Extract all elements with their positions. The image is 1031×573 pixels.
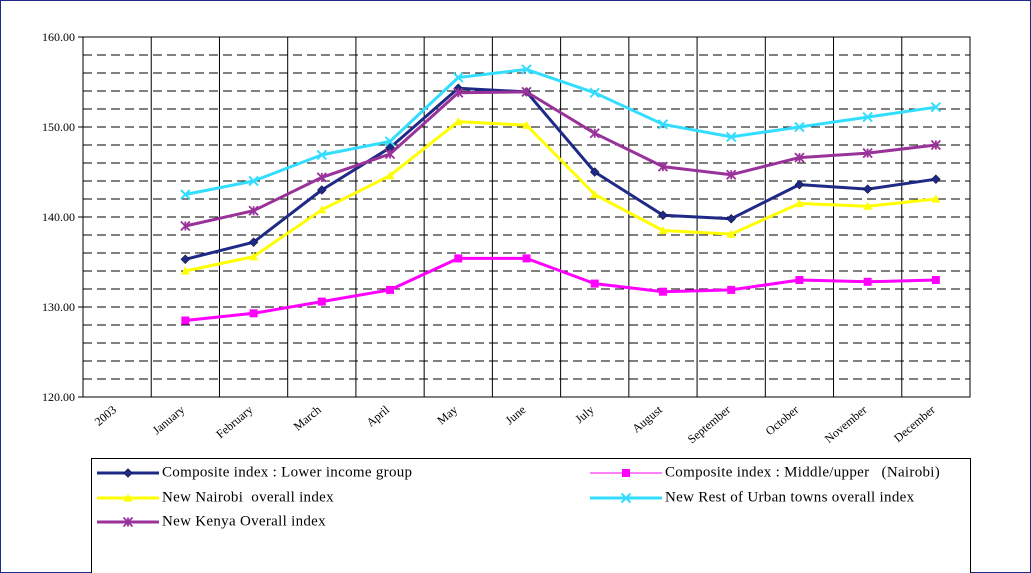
marker bbox=[726, 169, 737, 180]
legend-item: New Rest of Urban towns overall index bbox=[590, 489, 915, 505]
marker bbox=[589, 167, 600, 177]
marker bbox=[726, 229, 736, 238]
y-tick-label: 150.00 bbox=[42, 120, 75, 134]
marker bbox=[180, 220, 191, 232]
marker bbox=[317, 205, 327, 214]
marker bbox=[862, 147, 873, 159]
marker bbox=[522, 254, 531, 263]
marker bbox=[386, 285, 395, 294]
marker bbox=[794, 179, 805, 190]
marker bbox=[384, 136, 396, 147]
marker bbox=[794, 152, 805, 163]
marker bbox=[248, 237, 259, 248]
marker bbox=[622, 469, 630, 477]
marker bbox=[122, 516, 134, 528]
legend-label: New Rest of Urban towns overall index bbox=[665, 489, 915, 505]
marker bbox=[180, 254, 191, 265]
marker bbox=[453, 72, 464, 83]
marker bbox=[180, 189, 191, 200]
marker bbox=[590, 279, 599, 288]
marker bbox=[248, 205, 259, 216]
marker bbox=[657, 161, 669, 172]
marker bbox=[249, 252, 259, 261]
marker bbox=[521, 86, 532, 98]
legend-item: Composite index : Middle/upper (Nairobi) bbox=[590, 464, 940, 480]
marker bbox=[316, 185, 327, 195]
marker bbox=[522, 120, 531, 129]
marker bbox=[453, 117, 463, 126]
y-tick-label: 130.00 bbox=[42, 300, 75, 314]
marker bbox=[794, 199, 804, 208]
legend-label: Composite index : Lower income group bbox=[162, 464, 412, 480]
marker bbox=[180, 266, 190, 275]
marker bbox=[930, 101, 942, 113]
marker bbox=[620, 492, 632, 504]
marker bbox=[589, 128, 600, 139]
series-line bbox=[185, 67, 937, 196]
marker bbox=[658, 210, 668, 221]
marker bbox=[931, 276, 940, 284]
legend-item: Composite index : Lower income group bbox=[97, 464, 412, 480]
marker bbox=[123, 493, 133, 502]
marker bbox=[317, 297, 326, 306]
marker bbox=[658, 287, 667, 296]
marker bbox=[930, 139, 942, 151]
marker bbox=[589, 87, 600, 99]
legend-box bbox=[91, 458, 971, 573]
marker bbox=[590, 190, 600, 199]
marker bbox=[657, 119, 669, 130]
marker bbox=[727, 285, 736, 294]
marker bbox=[521, 64, 532, 75]
series-line bbox=[185, 256, 936, 322]
marker bbox=[316, 149, 328, 161]
y-tick-label: 120.00 bbox=[42, 390, 75, 404]
marker bbox=[454, 254, 463, 263]
marker bbox=[384, 148, 396, 160]
legend-label: Composite index : Middle/upper (Nairobi) bbox=[665, 464, 940, 480]
marker bbox=[316, 172, 327, 183]
marker bbox=[931, 174, 941, 185]
marker bbox=[725, 131, 737, 143]
series-line bbox=[185, 90, 937, 228]
y-tick-label: 160.00 bbox=[42, 30, 75, 44]
series-line bbox=[184, 86, 937, 261]
marker bbox=[863, 277, 872, 286]
legend-item: New Nairobi overall index bbox=[97, 489, 334, 505]
marker bbox=[726, 213, 737, 224]
marker bbox=[795, 276, 804, 284]
marker bbox=[658, 226, 668, 235]
marker bbox=[385, 171, 395, 180]
marker bbox=[863, 201, 873, 210]
legend-label: New Kenya Overall index bbox=[162, 513, 326, 529]
marker bbox=[249, 309, 258, 318]
marker bbox=[123, 468, 133, 478]
y-tick-label: 140.00 bbox=[42, 210, 75, 224]
marker bbox=[181, 316, 190, 325]
legend-item: New Kenya Overall index bbox=[97, 513, 326, 529]
legend-label: New Nairobi overall index bbox=[162, 489, 334, 505]
marker bbox=[862, 111, 873, 123]
series-line bbox=[185, 120, 937, 273]
marker bbox=[794, 121, 805, 133]
marker bbox=[931, 194, 941, 203]
marker bbox=[862, 184, 873, 194]
marker bbox=[248, 175, 259, 187]
marker bbox=[453, 87, 464, 98]
